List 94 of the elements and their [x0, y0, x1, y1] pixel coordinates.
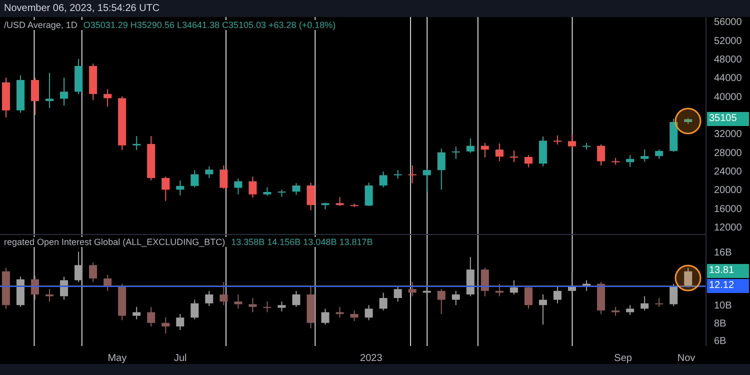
text: November 06, 2023, 15:54:26 UTC — [4, 3, 160, 14]
y-tick-label: 10B — [714, 300, 732, 312]
candlestick — [452, 146, 460, 160]
y-tick-label: 16B — [714, 247, 732, 258]
candlestick — [104, 88, 112, 108]
y-tick-label: 6B — [714, 336, 727, 348]
candlestick — [306, 182, 315, 211]
y-tick-label: 8B — [714, 318, 727, 330]
candlestick — [220, 282, 228, 306]
candlestick — [379, 292, 388, 311]
candlestick — [205, 290, 214, 306]
candlestick — [422, 168, 431, 192]
chart-subtitle: O35031.29 H35290.56 L34641.38 C35105.03 +63.28 (+0.18%) — [83, 20, 336, 30]
x-tick-label: Nov — [677, 353, 696, 364]
candlestick — [553, 285, 562, 304]
candlestick — [190, 299, 199, 320]
candlestick — [60, 276, 68, 300]
x-tick-label: May — [108, 353, 127, 364]
candlestick — [524, 285, 532, 310]
candlestick — [597, 144, 606, 166]
candlestick — [263, 301, 272, 313]
candlestick — [162, 176, 170, 202]
candlestick — [408, 164, 416, 184]
candlestick — [162, 317, 170, 334]
ref-line-label: 12.12 — [707, 279, 749, 294]
candlestick — [553, 135, 562, 145]
candlestick — [437, 288, 446, 314]
candlestick — [74, 251, 83, 282]
x-tick-label: Sep — [614, 353, 632, 364]
y-tick-label: 16000 — [714, 204, 742, 215]
candlestick — [336, 306, 344, 318]
candlestick — [46, 72, 54, 108]
candlestick — [480, 142, 489, 158]
candlestick — [510, 280, 518, 295]
candlestick — [538, 294, 547, 326]
candlestick — [292, 290, 300, 308]
candlestick — [684, 267, 692, 288]
candlestick — [248, 176, 257, 198]
candlestick — [364, 182, 373, 206]
candlestick — [132, 136, 141, 150]
candlestick — [60, 77, 68, 106]
candlestick — [205, 166, 214, 178]
candlestick — [350, 310, 358, 322]
candlestick — [480, 267, 489, 297]
candlestick — [321, 308, 330, 326]
candlestick — [89, 262, 98, 282]
candlestick — [626, 304, 634, 316]
y-tick-label: 32000 — [714, 129, 742, 140]
candlestick — [452, 290, 460, 306]
candlestick — [640, 296, 649, 311]
text: 35105 — [707, 112, 749, 126]
y-tick-label: 20000 — [714, 185, 742, 196]
candlestick — [640, 149, 649, 162]
candlestick — [132, 306, 141, 320]
candlestick — [437, 148, 446, 190]
candlestick — [30, 77, 39, 116]
candlestick — [495, 142, 504, 162]
candlestick — [394, 285, 402, 302]
chart-title: regated Open Interest Global (ALL_EXCLUDING_BTC) — [4, 237, 226, 247]
candlestick — [568, 134, 576, 148]
candlestick — [626, 154, 634, 168]
y-tick-label: 40000 — [714, 92, 742, 103]
candlestick — [379, 170, 388, 188]
candlestick — [190, 170, 199, 188]
candlestick — [524, 154, 532, 168]
x-tick-label: 2023 — [360, 353, 383, 364]
chart-title: /USD Average, 1D — [4, 20, 78, 30]
candlestick — [234, 178, 242, 195]
text: 13.81 — [707, 264, 749, 278]
chart-subtitle: 13.358B 14.156B 13.048B 13.817B — [231, 237, 373, 247]
x-tick-label: Jul — [174, 353, 187, 364]
candlestick — [104, 274, 112, 292]
y-tick-label: 12000 — [714, 222, 742, 234]
candlestick — [364, 304, 373, 321]
candlestick — [234, 294, 242, 310]
candlestick — [670, 283, 678, 306]
candlestick — [147, 306, 156, 327]
candlestick — [220, 164, 228, 190]
candlestick — [248, 298, 257, 313]
candlestick — [466, 138, 474, 154]
candlestick — [408, 282, 416, 297]
candlestick — [538, 136, 547, 167]
y-tick-label: 44000 — [714, 73, 742, 84]
candlestick — [655, 149, 664, 160]
y-tick-label: 24000 — [714, 166, 742, 178]
candlestick — [176, 314, 184, 330]
candlestick — [278, 301, 286, 312]
candlestick — [176, 180, 184, 196]
y-tick-label: 52000 — [714, 36, 742, 47]
y-tick-label: 56000 — [714, 17, 742, 28]
y-tick-label: 28000 — [714, 148, 742, 159]
y-tick-label: 48000 — [714, 54, 742, 66]
candlestick — [292, 182, 300, 196]
candlestick — [510, 150, 518, 163]
